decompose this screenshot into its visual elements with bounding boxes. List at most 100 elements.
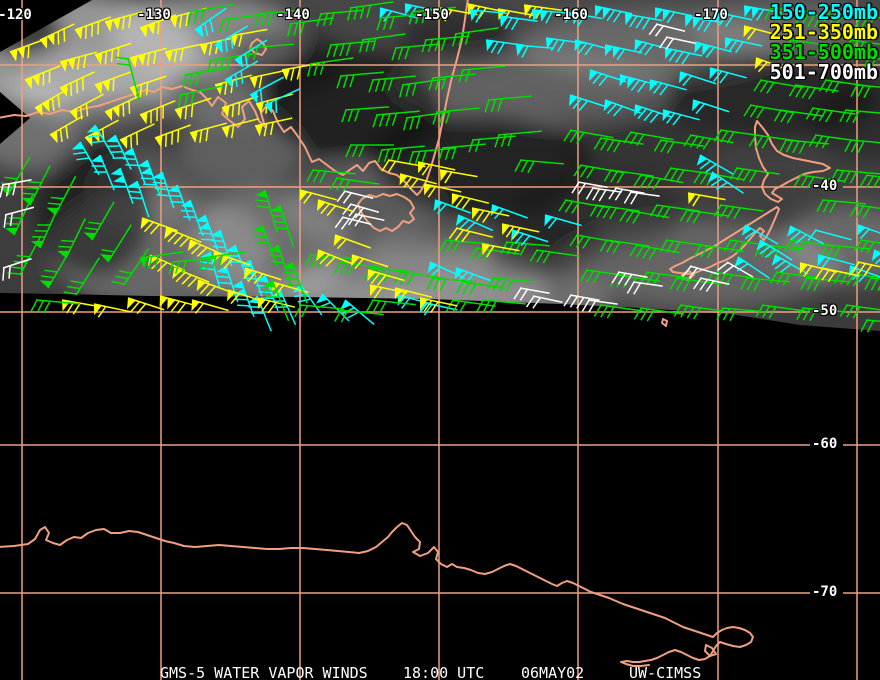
- coastline-australia: [0, 0, 469, 196]
- wind-barb: [104, 11, 142, 32]
- wind-barb: [140, 217, 178, 235]
- wind-barb: [439, 169, 478, 184]
- wind-barb: [249, 69, 288, 89]
- wind-barb: [152, 171, 175, 209]
- wind-barb: [5, 194, 34, 236]
- wind-barb: [243, 267, 282, 285]
- wind-barb: [568, 94, 607, 112]
- wind-barb: [648, 23, 686, 37]
- wind-barb: [326, 40, 374, 58]
- wind-barb: [633, 174, 684, 190]
- wind-barb: [104, 95, 140, 121]
- wind-barb: [59, 71, 95, 97]
- wind-barb: [843, 39, 880, 54]
- wind-barb: [709, 67, 747, 84]
- wind-barb: [0, 179, 32, 198]
- wind-barb: [423, 183, 462, 198]
- wind-barb: [167, 184, 191, 221]
- wind-barb: [159, 295, 197, 314]
- wind-barb: [254, 9, 302, 27]
- wind-barb: [39, 249, 71, 289]
- wind-barb: [177, 85, 224, 108]
- wind-barb: [729, 167, 780, 183]
- coastline-antarctica-spike: [704, 644, 717, 657]
- wind-barb: [172, 267, 210, 288]
- wind-barb: [57, 218, 86, 259]
- wind-barb: [664, 47, 703, 65]
- wind-barb: [593, 137, 644, 153]
- wind-barb: [494, 130, 542, 148]
- wind-barb: [696, 154, 734, 175]
- wind-barb: [854, 15, 880, 30]
- wind-barb: [823, 9, 874, 24]
- wind-barb: [90, 154, 115, 191]
- wind-barb: [2, 258, 32, 281]
- wind-barb: [46, 175, 77, 216]
- coastlines: [0, 0, 831, 667]
- wind-barb: [399, 173, 437, 190]
- wind-barb: [254, 117, 293, 137]
- wind-barb: [626, 281, 663, 295]
- legend-item-150-250: 150-250mb: [769, 0, 878, 24]
- wind-barb: [649, 204, 700, 219]
- wind-barb: [164, 43, 203, 63]
- wind-barb: [119, 123, 155, 149]
- cloud-blob: [560, 115, 720, 185]
- coastline-nz-south-island: [669, 206, 780, 275]
- wind-barb: [531, 9, 570, 24]
- wind-barb: [468, 135, 516, 153]
- wind-barb: [608, 187, 645, 201]
- wind-barb: [679, 209, 730, 224]
- wind-barb: [716, 307, 766, 322]
- wind-barb: [398, 78, 446, 98]
- wind-barb: [336, 71, 384, 89]
- wind-barb: [817, 254, 855, 269]
- wind-barb: [814, 267, 860, 283]
- wind-barb: [694, 41, 732, 58]
- wind-barb: [663, 167, 714, 182]
- wind-barb: [366, 299, 416, 314]
- wind-barb: [438, 143, 486, 161]
- wind-barb: [514, 159, 564, 174]
- wind-barb: [231, 280, 255, 317]
- longitude-label: -140: [276, 7, 310, 23]
- wind-barb: [603, 169, 654, 184]
- wind-barb: [501, 223, 540, 239]
- wind-barb: [316, 199, 355, 217]
- caption-date: 06MAY02: [521, 664, 585, 680]
- scan-edge-wedge: [0, 92, 30, 144]
- wind-barb: [658, 36, 696, 50]
- latitude-label: -70: [812, 584, 838, 600]
- wind-barb: [129, 47, 167, 68]
- wind-barb: [724, 37, 763, 53]
- wind-barb: [339, 299, 375, 326]
- wind-barb: [678, 71, 717, 87]
- wind-barb: [126, 297, 165, 315]
- wind-barb: [433, 199, 471, 215]
- caption-product-title: GMS-5 WATER VAPOR WINDS: [160, 664, 368, 680]
- wind-barb: [623, 191, 660, 205]
- wind-barb: [137, 159, 161, 196]
- longitude-label: -170: [694, 7, 728, 23]
- wind-barb: [455, 281, 506, 296]
- wind-barb: [844, 139, 880, 154]
- wind-barb: [299, 189, 337, 204]
- wind-barb: [481, 243, 520, 258]
- wind-barb: [249, 76, 284, 104]
- wind-barbs: [0, 1, 880, 333]
- cloud-blob: [35, 140, 155, 280]
- wind-barb: [358, 33, 406, 53]
- longitude-label: -130: [137, 7, 171, 23]
- coastline-macquarie-island: [661, 318, 668, 327]
- wind-barb: [139, 14, 176, 38]
- wind-barb: [814, 44, 864, 59]
- wind-barb: [372, 110, 420, 128]
- wind-barb: [808, 134, 859, 149]
- wind-barb: [581, 299, 618, 313]
- wind-barb: [693, 244, 744, 259]
- wind-barb: [794, 13, 844, 28]
- wind-barb: [691, 99, 730, 115]
